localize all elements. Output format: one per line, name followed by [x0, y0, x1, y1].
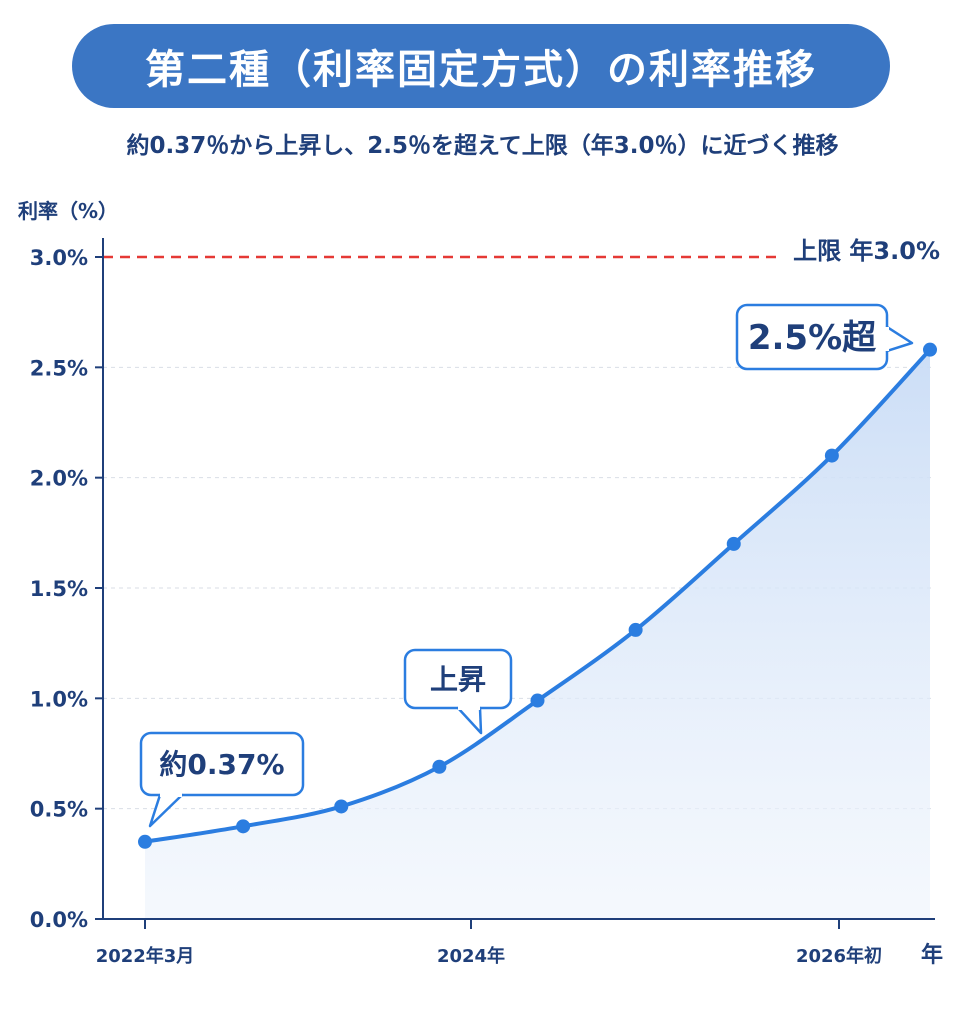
- y-tick-label: 1.5%: [30, 577, 88, 601]
- y-tick-label: 3.0%: [30, 246, 88, 270]
- x-tick-label: 2024年: [437, 945, 505, 967]
- title-banner: 第二種（利率固定方式）の利率推移: [72, 24, 890, 108]
- data-point: [923, 342, 937, 357]
- annotation-label: 約0.37%: [159, 748, 284, 781]
- data-point: [334, 799, 349, 814]
- y-tick-label: 2.5%: [30, 356, 88, 380]
- y-tick-label: 2.0%: [30, 467, 88, 491]
- y-tick-label: 0.5%: [30, 798, 88, 822]
- data-point: [824, 448, 839, 463]
- x-axis-unit: 年: [921, 942, 943, 968]
- chart-title: 第二種（利率固定方式）の利率推移: [145, 47, 817, 93]
- series-line: [143, 347, 932, 844]
- data-point: [530, 693, 545, 708]
- limit-label: 上限 年3.0%: [793, 237, 940, 265]
- area-fill: [145, 349, 930, 919]
- data-point: [628, 622, 643, 637]
- annotation-callout: 約0.37%: [139, 731, 305, 828]
- y-axis-title: 利率（%）: [18, 199, 118, 223]
- data-point: [726, 536, 741, 551]
- y-ticks: 0.0% 0.5% 1.0% 1.5% 2.0% 2.5% 3.0%: [30, 246, 103, 932]
- data-point: [138, 834, 152, 849]
- x-ticks: 2022年3月 2024年 2026年初: [96, 919, 882, 967]
- y-tick-label: 0.0%: [30, 908, 88, 932]
- annotation-callout: 上昇: [403, 648, 513, 735]
- x-tick-label: 2022年3月: [96, 945, 195, 967]
- chart-subtitle: 約0.37％から上昇し、2.5％を超えて上限（年3.0％）に近づく推移: [126, 133, 839, 159]
- data-points: [138, 342, 937, 849]
- y-tick-label: 1.0%: [30, 687, 88, 711]
- data-point: [432, 759, 447, 774]
- x-tick-label: 2026年初: [796, 945, 882, 967]
- annotation-callout: 2.5%超: [735, 303, 914, 371]
- annotation-label: 上昇: [430, 663, 486, 696]
- data-point: [236, 819, 251, 834]
- annotations: 約0.37% 上昇 2.5%超: [139, 303, 914, 828]
- annotation-label: 2.5%超: [748, 318, 877, 358]
